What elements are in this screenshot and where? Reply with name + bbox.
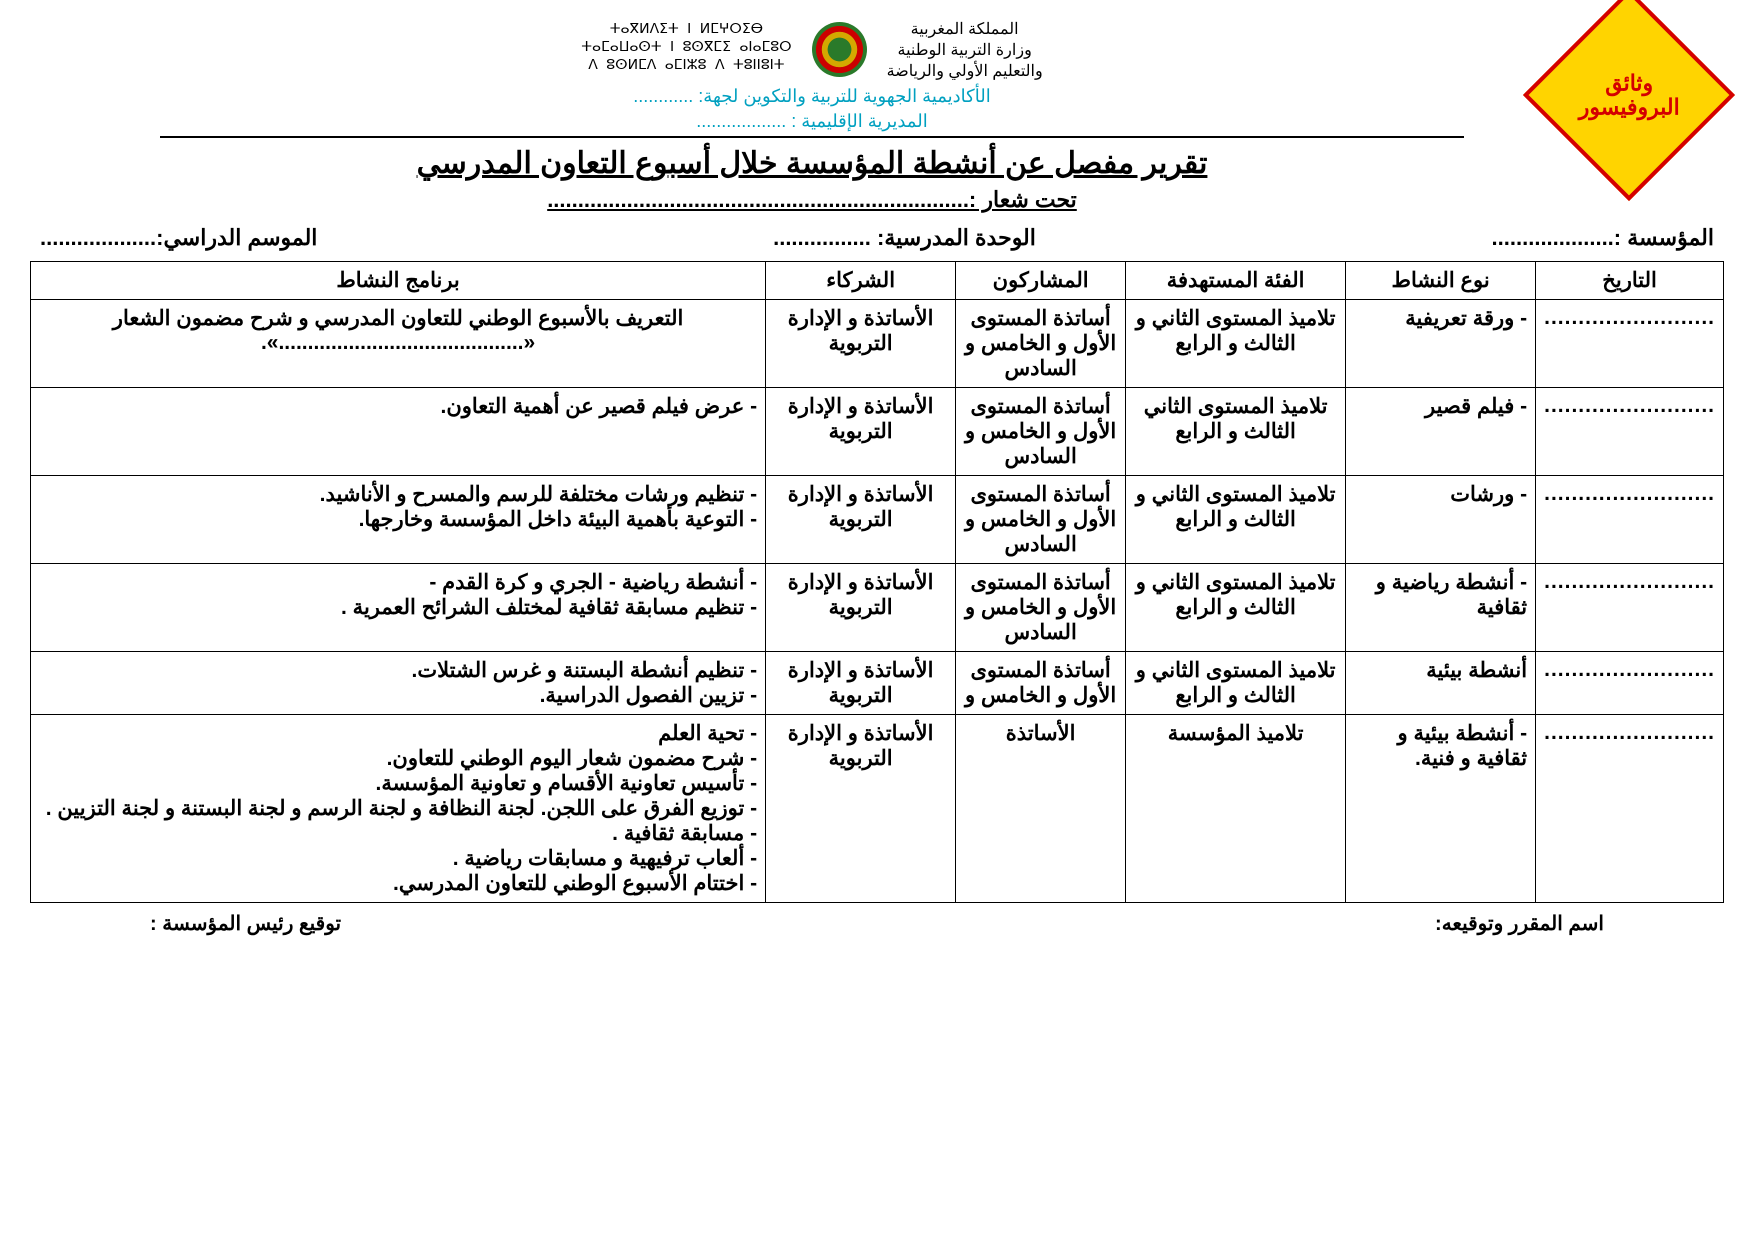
cell-partners: الأساتذة و الإدارة التربوية: [766, 564, 956, 652]
cell-target: تلاميذ المستوى الثاني و الثالث و الرابع: [1126, 300, 1346, 388]
reporter-signature: اسم المقرر وتوقيعه:: [1435, 911, 1604, 936]
table-row: .........................أنشطة بيئيةتلام…: [31, 652, 1724, 715]
institution-field: المؤسسة :....................: [1492, 225, 1714, 251]
header: وثائق البروفيسور المملكة المغربية وزارة …: [30, 20, 1724, 213]
gov-ar-2: وزارة التربية الوطنية: [887, 41, 1043, 62]
table-row: .........................- ورشاتتلاميذ ا…: [31, 476, 1724, 564]
table-row: .........................- أنشطة بيئية و…: [31, 715, 1724, 903]
col-program: برنامج النشاط: [31, 262, 766, 300]
info-row: المؤسسة :.................... الوحدة الم…: [40, 225, 1714, 251]
cell-program: - تنظيم ورشات مختلفة للرسم والمسرح و الأ…: [31, 476, 766, 564]
table-body: .........................- ورقة تعريفيةت…: [31, 300, 1724, 903]
cell-participants: الأساتذة: [956, 715, 1126, 903]
cell-partners: الأساتذة و الإدارة التربوية: [766, 300, 956, 388]
cell-target: تلاميذ المستوى الثاني الثالث و الرابع: [1126, 388, 1346, 476]
logo-diamond: وثائق البروفيسور: [1523, 0, 1735, 201]
gov-row: المملكة المغربية وزارة التربية الوطنية و…: [100, 20, 1524, 82]
cell-partners: الأساتذة و الإدارة التربوية: [766, 388, 956, 476]
gov-ar-3: والتعليم الأولي والرياضة: [887, 62, 1043, 83]
gov-am-2: ⵜⴰⵎⴰⵡⴰⵙⵜ ⵏ ⵓⵙⴳⵎⵉ ⴰⵏⴰⵎⵓⵔ: [581, 38, 791, 56]
direction-line: المديرية الإقليمية : ..................: [100, 111, 1524, 132]
cell-participants: أساتذة المستوى الأول و الخامس و السادس: [956, 300, 1126, 388]
col-participants: المشاركون: [956, 262, 1126, 300]
cell-partners: الأساتذة و الإدارة التربوية: [766, 476, 956, 564]
gov-am-3: ⴷ ⵓⵙⵍⵎⴷ ⴰⵎⵏⵣⵓ ⴷ ⵜⵓⵏⵏⵓⵏⵜ: [581, 56, 791, 74]
cell-partners: الأساتذة و الإدارة التربوية: [766, 715, 956, 903]
col-target: الفئة المستهدفة: [1126, 262, 1346, 300]
gov-amazigh: ⵜⴰⴳⵍⴷⵉⵜ ⵏ ⵍⵎⵖⵔⵉⴱ ⵜⴰⵎⴰⵡⴰⵙⵜ ⵏ ⵓⵙⴳⵎⵉ ⴰⵏⴰⵎⵓⵔ…: [581, 20, 791, 75]
cell-type: أنشطة بيئية: [1346, 652, 1536, 715]
cell-target: تلاميذ المستوى الثاني و الثالث و الرابع: [1126, 476, 1346, 564]
table-row: .........................- فيلم قصيرتلام…: [31, 388, 1724, 476]
cell-program: التعريف بالأسبوع الوطني للتعاون المدرسي …: [31, 300, 766, 388]
cell-type: - أنشطة بيئية و ثقافية و فنية.: [1346, 715, 1536, 903]
cell-program: - عرض فيلم قصير عن أهمية التعاون.: [31, 388, 766, 476]
cell-program: - أنشطة رياضية - الجري و كرة القدم - - ت…: [31, 564, 766, 652]
activities-table: التاريخ نوع النشاط الفئة المستهدفة المشا…: [30, 261, 1724, 903]
divider: [160, 136, 1464, 138]
cell-target: تلاميذ المؤسسة: [1126, 715, 1346, 903]
cell-date: .........................: [1536, 715, 1724, 903]
cell-partners: الأساتذة و الإدارة التربوية: [766, 652, 956, 715]
emblem-icon: [812, 22, 867, 77]
cell-program: - تنظيم أنشطة البستنة و غرس الشتلات. - ت…: [31, 652, 766, 715]
logo-text-2: البروفيسور: [1579, 95, 1680, 119]
table-header-row: التاريخ نوع النشاط الفئة المستهدفة المشا…: [31, 262, 1724, 300]
cell-type: - فيلم قصير: [1346, 388, 1536, 476]
gov-am-1: ⵜⴰⴳⵍⴷⵉⵜ ⵏ ⵍⵎⵖⵔⵉⴱ: [581, 20, 791, 38]
director-signature: توقيع رئيس المؤسسة :: [150, 911, 341, 936]
logo: وثائق البروفيسور: [1534, 20, 1724, 170]
cell-target: تلاميذ المستوى الثاني و الثالث و الرابع: [1126, 652, 1346, 715]
cell-participants: أساتذة المستوى الأول و الخامس و السادس: [956, 476, 1126, 564]
gov-arabic: المملكة المغربية وزارة التربية الوطنية و…: [887, 20, 1043, 82]
cell-date: .........................: [1536, 388, 1724, 476]
cell-participants: أساتذة المستوى الأول و الخامس و السادس: [956, 388, 1126, 476]
cell-participants: أساتذة المستوى الأول و الخامس و: [956, 652, 1126, 715]
cell-participants: أساتذة المستوى الأول و الخامس و السادس: [956, 564, 1126, 652]
cell-date: .........................: [1536, 476, 1724, 564]
cell-target: تلاميذ المستوى الثاني و الثالث و الرابع: [1126, 564, 1346, 652]
year-field: الموسم الدراسي:...................: [40, 225, 317, 251]
signature-row: اسم المقرر وتوقيعه: توقيع رئيس المؤسسة :: [150, 911, 1604, 936]
cell-type: - أنشطة رياضية و ثقافية: [1346, 564, 1536, 652]
cell-type: - ورقة تعريفية: [1346, 300, 1536, 388]
cell-type: - ورشات: [1346, 476, 1536, 564]
table-row: .........................- ورقة تعريفيةت…: [31, 300, 1724, 388]
col-partners: الشركاء: [766, 262, 956, 300]
cell-program: - تحية العلم - شرح مضمون شعار اليوم الوط…: [31, 715, 766, 903]
cell-date: .........................: [1536, 300, 1724, 388]
center-header: المملكة المغربية وزارة التربية الوطنية و…: [100, 20, 1524, 213]
logo-inner: وثائق البروفيسور: [1579, 71, 1680, 119]
academy-line: الأكاديمية الجهوية للتربية والتكوين لجهة…: [100, 86, 1524, 107]
col-date: التاريخ: [1536, 262, 1724, 300]
page-title: تقرير مفصل عن أنشطة المؤسسة خلال أسبوع ا…: [100, 146, 1524, 181]
cell-date: .........................: [1536, 564, 1724, 652]
table-row: .........................- أنشطة رياضية …: [31, 564, 1724, 652]
unit-field: الوحدة المدرسية: ................: [773, 225, 1036, 251]
gov-ar-1: المملكة المغربية: [887, 20, 1043, 41]
cell-date: .........................: [1536, 652, 1724, 715]
col-type: نوع النشاط: [1346, 262, 1536, 300]
page-subtitle: تحت شعار :..............................…: [100, 187, 1524, 213]
logo-text-1: وثائق: [1579, 71, 1680, 95]
